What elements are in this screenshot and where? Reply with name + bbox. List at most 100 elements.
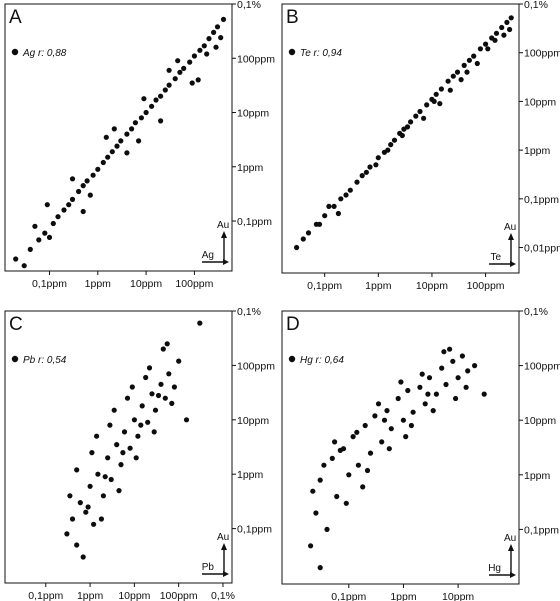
data-point bbox=[197, 320, 203, 326]
data-point bbox=[146, 365, 153, 371]
data-point bbox=[166, 82, 172, 88]
y-arrowhead bbox=[508, 233, 514, 240]
data-point bbox=[13, 256, 19, 262]
y-tick-label: 0,1% bbox=[237, 306, 261, 318]
data-point bbox=[477, 46, 483, 52]
axis-indicator: Au Ag bbox=[202, 220, 229, 265]
data-point bbox=[419, 371, 425, 377]
series-Pb bbox=[64, 320, 203, 560]
data-point bbox=[138, 115, 144, 121]
data-point bbox=[400, 417, 406, 423]
y-tick-label: 0,1% bbox=[524, 306, 548, 318]
y-tick-label: 0,1ppm bbox=[237, 524, 272, 536]
data-point bbox=[354, 179, 360, 185]
y-tick-label: 0,1% bbox=[524, 0, 548, 11]
x-tick-label: 100ppm bbox=[175, 278, 213, 290]
data-point bbox=[129, 126, 135, 132]
data-point bbox=[466, 57, 472, 63]
legend-marker bbox=[288, 48, 296, 56]
data-point bbox=[135, 433, 141, 439]
axis-indicator: Au Te bbox=[489, 222, 516, 267]
data-point bbox=[450, 73, 456, 79]
data-point bbox=[441, 349, 447, 355]
data-point bbox=[445, 78, 451, 84]
data-point bbox=[213, 44, 219, 50]
data-point bbox=[375, 155, 381, 161]
data-point bbox=[450, 358, 456, 364]
series-Ag bbox=[13, 16, 227, 269]
data-point bbox=[322, 213, 328, 219]
data-point bbox=[204, 51, 210, 57]
series-Te bbox=[294, 15, 514, 251]
data-point bbox=[85, 504, 91, 510]
data-point bbox=[155, 392, 162, 399]
data-point bbox=[67, 493, 73, 499]
data-point bbox=[90, 172, 96, 178]
data-point bbox=[508, 15, 514, 21]
legend-label: Hg r: 0,64 bbox=[300, 355, 344, 366]
data-point bbox=[176, 358, 182, 364]
data-point bbox=[114, 442, 120, 448]
panel-letter: A bbox=[9, 7, 22, 28]
data-point bbox=[197, 47, 203, 53]
data-point bbox=[384, 408, 390, 414]
data-point bbox=[483, 41, 489, 47]
data-point bbox=[95, 471, 101, 477]
data-point bbox=[187, 59, 193, 65]
data-point bbox=[201, 43, 207, 49]
y-tick-label: 100ppm bbox=[237, 53, 275, 65]
x-axis-label: Pb bbox=[202, 562, 215, 573]
y-tick-label: 1ppm bbox=[237, 162, 264, 174]
data-point bbox=[395, 395, 401, 402]
data-point bbox=[80, 554, 86, 560]
panel-D: D Hg r: 0,64 0,1ppm 1ppm 10ppm 100ppm 0,1% 0,1p… bbox=[281, 306, 560, 601]
legend-label: Ag r: 0,88 bbox=[22, 48, 67, 59]
panel-C: C Pb r: 0,54 0,1ppm 1ppm 10ppm 100ppm 0,1% 0,1p… bbox=[4, 306, 275, 601]
data-point bbox=[118, 138, 124, 144]
data-point bbox=[421, 115, 427, 121]
data-point bbox=[66, 202, 72, 208]
y-tick-label: 1ppm bbox=[524, 145, 551, 157]
x-arrowhead bbox=[223, 259, 229, 265]
data-point bbox=[83, 509, 89, 515]
data-point bbox=[218, 35, 224, 41]
data-point bbox=[317, 565, 323, 571]
data-point bbox=[46, 234, 53, 240]
data-point bbox=[189, 80, 195, 86]
y-axis-label: Au bbox=[504, 533, 516, 544]
data-point bbox=[152, 407, 159, 413]
y-tick-label: 100ppm bbox=[237, 360, 275, 372]
data-point bbox=[69, 196, 76, 202]
x-tick-label: 1ppm bbox=[85, 278, 112, 290]
data-point bbox=[431, 98, 437, 104]
data-point bbox=[403, 434, 409, 440]
data-point bbox=[129, 384, 135, 390]
y-tick-label: 0,1ppm bbox=[524, 194, 559, 206]
x-tick-label: 0,1ppm bbox=[28, 590, 63, 601]
y-axis-label: Au bbox=[217, 532, 229, 543]
data-point bbox=[300, 236, 306, 242]
data-point bbox=[375, 401, 382, 407]
x-tick-label: 1ppm bbox=[77, 590, 104, 601]
y-tick-label: 0,01ppm bbox=[524, 243, 560, 255]
x-tick-label: 10ppm bbox=[130, 278, 162, 290]
data-point bbox=[149, 391, 155, 397]
legend-label: Pb r: 0,54 bbox=[23, 355, 67, 366]
data-point bbox=[379, 439, 385, 445]
data-point bbox=[42, 230, 48, 236]
data-point bbox=[454, 69, 461, 75]
data-point bbox=[485, 46, 491, 52]
panel-A: A Ag r: 0,88 0,1ppm 1ppm 10ppm 100ppm 0,1% 0,1p… bbox=[4, 0, 275, 290]
data-point bbox=[425, 391, 431, 397]
data-point bbox=[305, 230, 312, 236]
y-tick-label: 100ppm bbox=[524, 48, 560, 60]
data-point bbox=[343, 500, 349, 506]
data-point bbox=[87, 192, 93, 198]
data-point bbox=[77, 500, 83, 506]
data-point bbox=[350, 434, 356, 440]
data-point bbox=[408, 422, 414, 429]
legend-marker bbox=[288, 355, 296, 363]
data-point bbox=[364, 467, 371, 474]
data-point bbox=[426, 375, 433, 381]
